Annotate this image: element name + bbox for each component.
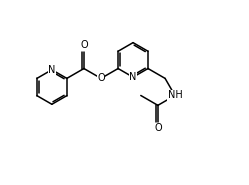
Text: O: O: [97, 73, 105, 83]
Text: O: O: [80, 40, 88, 50]
Text: O: O: [154, 123, 162, 134]
Text: N: N: [129, 72, 137, 82]
Text: NH: NH: [168, 90, 182, 100]
Text: N: N: [48, 65, 56, 75]
